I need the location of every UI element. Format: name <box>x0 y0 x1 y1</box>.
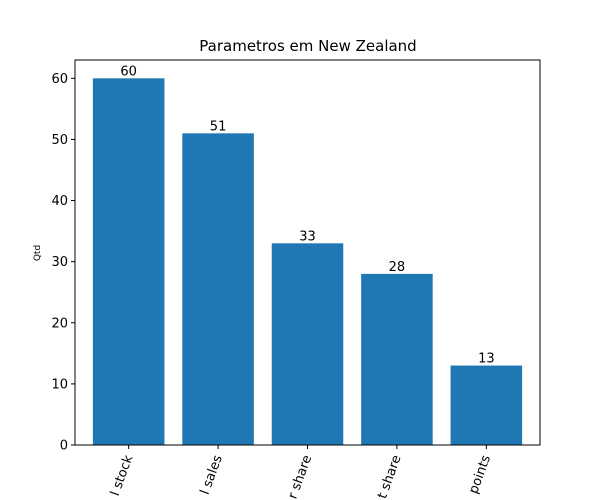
y-axis: 0 10 20 30 40 50 60 <box>51 72 75 454</box>
y-tick-label-2: 20 <box>51 316 68 331</box>
chart-title: Parametros em New Zealand <box>199 37 416 55</box>
bar-1 <box>182 133 254 446</box>
data-label-1: 51 <box>210 119 227 134</box>
plot-frame <box>74 59 541 446</box>
y-tick-label-3: 30 <box>51 255 68 270</box>
bar-3 <box>361 273 433 445</box>
data-label-3: 28 <box>389 260 406 275</box>
data-label-0: 60 <box>120 64 137 79</box>
y-tick-label-6: 60 <box>51 72 68 87</box>
x-tick-label-2: r share <box>286 453 316 500</box>
y-tick-label-4: 40 <box>51 194 68 209</box>
y-tick-label-5: 50 <box>51 133 68 148</box>
data-labels-group: 60 51 33 28 13 <box>120 64 494 366</box>
bar-2 <box>271 243 344 445</box>
bar-0 <box>92 78 165 445</box>
x-tick-label-1: l sales <box>198 453 226 497</box>
bar-4 <box>450 365 523 445</box>
x-tick-label-0: l stock <box>108 453 137 498</box>
bars-group <box>92 78 523 446</box>
data-label-4: 13 <box>478 352 495 367</box>
y-tick-label-1: 10 <box>51 377 68 392</box>
x-axis: l stock l sales r share t share points <box>108 445 494 500</box>
x-tick-label-3: t share <box>375 453 405 500</box>
y-tick-label-0: 0 <box>60 439 68 454</box>
y-axis-label: Qtd <box>33 245 43 261</box>
x-tick-label-4: points <box>466 453 494 496</box>
data-label-2: 33 <box>299 229 316 244</box>
